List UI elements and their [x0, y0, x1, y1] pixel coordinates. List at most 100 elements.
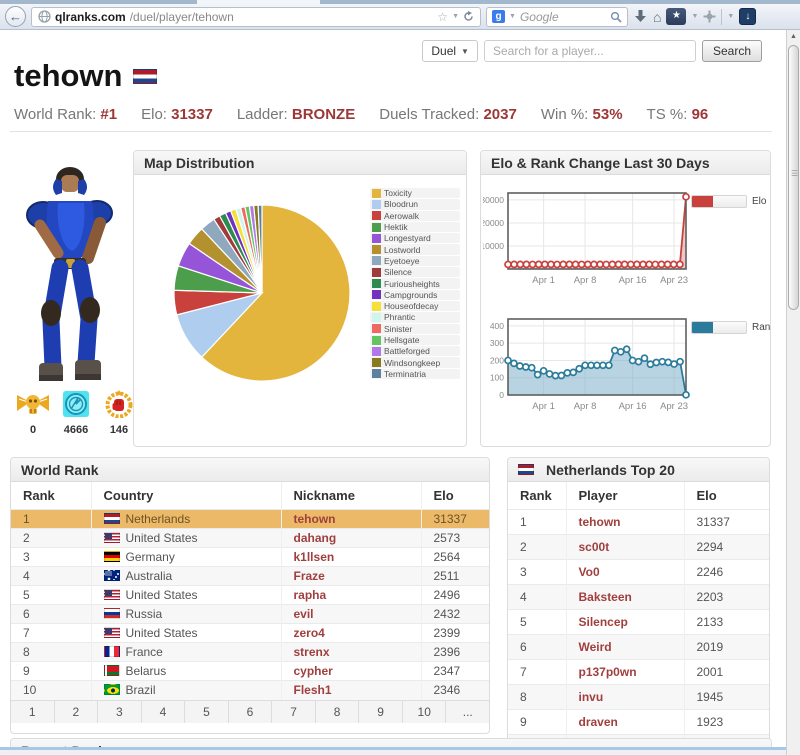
url-dropdown-caret-icon[interactable]: ▼ [452, 13, 459, 20]
legend-item[interactable]: Toxicity [370, 188, 460, 199]
legend-item[interactable]: Eyetoeye [370, 255, 460, 267]
legend-item[interactable]: Silence [370, 267, 460, 278]
page-button[interactable]: 9 [359, 700, 403, 723]
legend-item[interactable]: Sinister [370, 323, 460, 334]
window-scrollbar[interactable]: ▲ ☰ [786, 30, 800, 755]
player-link[interactable]: k1llsen [293, 550, 335, 564]
addon-button-icon[interactable]: ↓ [739, 8, 757, 25]
player-link[interactable]: invu [578, 690, 604, 704]
player-link[interactable]: strenx [293, 645, 330, 659]
reload-icon[interactable] [463, 11, 474, 22]
legend-item[interactable]: Phrantic [370, 312, 460, 323]
column-header[interactable]: Elo [683, 482, 769, 510]
player-link[interactable]: sc00t [578, 540, 610, 554]
player-link[interactable]: Silencep [578, 615, 628, 629]
bookmark-star-icon[interactable]: ☆ [437, 9, 449, 24]
table-row[interactable]: 3 Vo0 2246 [508, 559, 769, 585]
table-row[interactable]: 9 draven 1923 [508, 709, 769, 735]
page-button[interactable]: 1 [11, 700, 55, 723]
table-row[interactable]: 1 tehown 31337 [508, 509, 769, 535]
player-link[interactable]: dahang [293, 531, 337, 545]
scrollbar-up-button[interactable]: ▲ [790, 33, 797, 40]
legend-item[interactable]: Aerowalk [370, 210, 460, 221]
player-search-input[interactable] [483, 40, 696, 62]
bookmarks-caret-icon[interactable]: ▼ [691, 13, 699, 20]
google-search-placeholder[interactable]: Google [519, 9, 559, 24]
table-row[interactable]: 10 Brazil Flesh1 2346 [11, 680, 489, 700]
column-header[interactable]: Player [565, 482, 684, 510]
table-row[interactable]: 4 Baksteen 2203 [508, 584, 769, 610]
page-button[interactable]: ... [446, 700, 489, 723]
google-search-box[interactable]: g ▼ Google [486, 6, 628, 27]
player-link[interactable]: evil [293, 607, 314, 621]
table-row[interactable]: 8 invu 1945 [508, 684, 769, 710]
page-button[interactable]: 5 [185, 700, 229, 723]
legend-item[interactable]: Lostworld [370, 244, 460, 255]
player-link[interactable]: Flesh1 [293, 683, 332, 698]
table-row[interactable]: 5 Silencep 2133 [508, 609, 769, 635]
table-row[interactable]: 4 Australia Fraze 2511 [11, 566, 489, 586]
table-row[interactable]: 5 United States rapha 2496 [11, 585, 489, 605]
mode-select[interactable]: Duel ▼ [422, 40, 478, 62]
legend-item[interactable]: Campgrounds [370, 289, 460, 300]
table-row[interactable]: 9 Belarus cypher 2347 [11, 661, 489, 681]
page-button[interactable]: 10 [402, 700, 447, 723]
legend-item[interactable]: Longestyard [370, 233, 460, 244]
legend-item[interactable]: Hellsgate [370, 334, 460, 346]
column-header[interactable]: Rank [520, 488, 552, 503]
player-link[interactable]: zero4 [293, 626, 325, 640]
page-button[interactable]: 2 [54, 700, 99, 723]
home-icon[interactable]: ⌂ [653, 8, 662, 25]
page-button[interactable]: 4 [141, 700, 186, 723]
player-link[interactable]: Vo0 [578, 565, 600, 579]
page-button[interactable]: 3 [98, 700, 142, 723]
player-link[interactable]: tehown [293, 512, 336, 526]
bookmarks-menu-icon[interactable]: ★ [666, 8, 687, 25]
column-header[interactable]: Nickname [280, 482, 421, 510]
player-link[interactable]: Fraze [293, 569, 325, 583]
player-link[interactable]: rapha [293, 588, 327, 602]
player-link[interactable]: tehown [578, 515, 621, 529]
legend-item[interactable]: Furiousheights [370, 278, 460, 289]
table-row[interactable]: 1 Netherlands tehown 31337 [11, 509, 489, 529]
column-header[interactable]: Rank [23, 488, 55, 503]
country-cell: United States [90, 528, 281, 548]
legend-item[interactable]: Hektik [370, 221, 460, 233]
engine-caret-icon[interactable]: ▼ [509, 13, 516, 20]
legend-item[interactable]: Battleforged [370, 346, 460, 357]
player-link[interactable]: p137p0wn [578, 665, 637, 679]
legend-item[interactable]: Windsongkeep [370, 357, 460, 368]
downloads-icon[interactable] [633, 9, 648, 24]
legend-item[interactable]: Houseofdecay [370, 300, 460, 312]
player-link[interactable]: Baksteen [578, 590, 632, 604]
column-header[interactable]: Elo [420, 482, 489, 510]
legend-item[interactable]: Terminatria [370, 368, 460, 380]
table-row[interactable]: 3 Germany k1llsen 2564 [11, 547, 489, 567]
elo-legend[interactable]: Elo [691, 195, 766, 208]
table-row[interactable]: 6 Russia evil 2432 [11, 604, 489, 624]
back-button[interactable]: ← [5, 6, 26, 27]
table-row[interactable]: 7 United States zero4 2399 [11, 623, 489, 643]
player-link[interactable]: Weird [578, 640, 612, 654]
url-bar[interactable]: qlranks.com/duel/player/tehown ☆ ▼ [31, 6, 481, 27]
table-row[interactable]: 2 sc00t 2294 [508, 534, 769, 560]
legend-item[interactable]: Bloodrun [370, 199, 460, 210]
table-row[interactable]: 2 United States dahang 2573 [11, 528, 489, 548]
column-header[interactable]: Country [90, 482, 281, 510]
page-button[interactable]: 7 [272, 700, 316, 723]
player-stat: Win %: 53% [541, 106, 623, 123]
table-row[interactable]: 8 France strenx 2396 [11, 642, 489, 662]
table-row[interactable]: 6 Weird 2019 [508, 634, 769, 660]
magnifier-icon[interactable] [610, 11, 622, 23]
overflow-caret-icon[interactable]: ▼ [727, 13, 735, 20]
scrollbar-thumb[interactable]: ☰ [788, 45, 799, 310]
active-tab[interactable] [197, 0, 320, 4]
search-button[interactable]: Search [701, 40, 762, 62]
player-link[interactable]: cypher [293, 664, 333, 678]
page-button[interactable]: 6 [228, 700, 273, 723]
rank-legend[interactable]: Rank [691, 321, 770, 334]
player-link[interactable]: draven [578, 715, 618, 729]
page-button[interactable]: 8 [315, 700, 360, 723]
plugin-icon[interactable] [703, 10, 716, 23]
table-row[interactable]: 7 p137p0wn 2001 [508, 659, 769, 685]
